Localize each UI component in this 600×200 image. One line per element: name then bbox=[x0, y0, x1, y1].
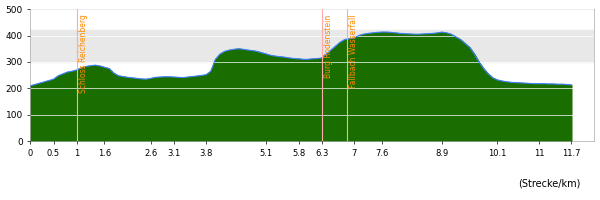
Text: Fallbach Wasserfall: Fallbach Wasserfall bbox=[349, 14, 358, 88]
Text: Schloss Reichenberg: Schloss Reichenberg bbox=[79, 14, 88, 93]
Bar bbox=[31, 30, 595, 62]
X-axis label: (Strecke/km): (Strecke/km) bbox=[518, 178, 581, 188]
Text: Burg Rodenstein: Burg Rodenstein bbox=[324, 14, 333, 78]
